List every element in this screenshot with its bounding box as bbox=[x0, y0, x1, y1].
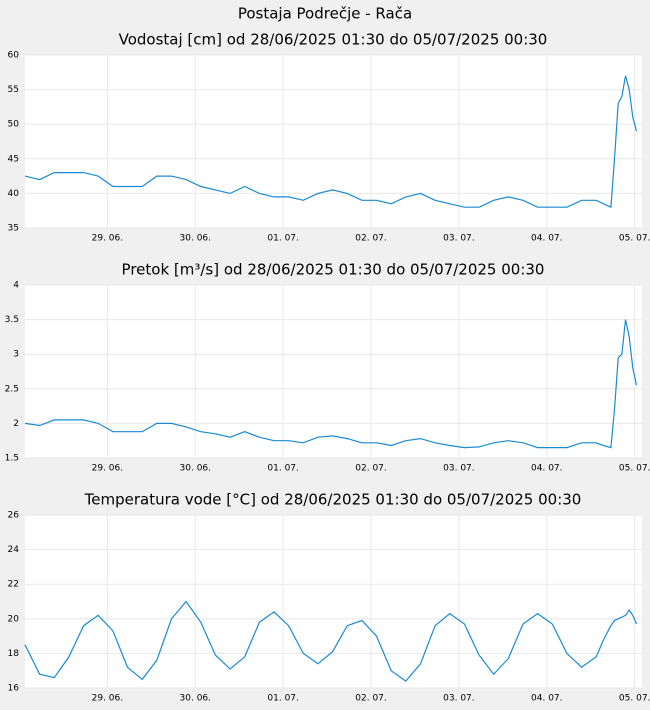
y-tick-label: 3 bbox=[13, 350, 19, 360]
x-tick-label: 03. 07. bbox=[443, 694, 475, 704]
y-tick-label: 45 bbox=[8, 154, 19, 164]
data-line bbox=[24, 319, 638, 449]
chart-title: Temperatura vode [°C] od 28/06/2025 01:3… bbox=[84, 491, 582, 509]
x-tick-label: 01. 07. bbox=[267, 464, 299, 474]
y-tick-label: 2.5 bbox=[5, 384, 19, 394]
x-tick-label: 04. 07. bbox=[531, 234, 563, 244]
y-tick-label: 20 bbox=[8, 614, 20, 624]
data-line bbox=[24, 75, 638, 209]
x-tick-label: 04. 07. bbox=[531, 464, 563, 474]
y-tick-label: 55 bbox=[8, 85, 19, 95]
x-tick-label: 30. 06. bbox=[180, 234, 212, 244]
y-tick-label: 1.5 bbox=[5, 454, 19, 464]
x-tick-label: 02. 07. bbox=[355, 234, 387, 244]
y-tick-label: 16 bbox=[8, 684, 20, 694]
x-tick-label: 03. 07. bbox=[443, 234, 475, 244]
y-tick-label: 50 bbox=[8, 120, 20, 130]
y-tick-label: 4 bbox=[13, 281, 19, 291]
x-tick-label: 29. 06. bbox=[92, 694, 124, 704]
x-tick-label: 29. 06. bbox=[92, 464, 124, 474]
plot-area bbox=[25, 515, 642, 688]
x-tick-label: 02. 07. bbox=[355, 464, 387, 474]
plot-area bbox=[25, 55, 642, 228]
y-tick-label: 2 bbox=[13, 419, 19, 429]
y-tick-label: 26 bbox=[8, 511, 20, 521]
x-tick-label: 30. 06. bbox=[180, 694, 212, 704]
y-tick-label: 18 bbox=[8, 649, 20, 659]
x-tick-label: 05. 07. bbox=[619, 464, 650, 474]
x-tick-label: 30. 06. bbox=[180, 464, 212, 474]
x-tick-label: 05. 07. bbox=[619, 234, 650, 244]
y-tick-label: 60 bbox=[8, 51, 20, 61]
page-title: Postaja Podrečje - Rača bbox=[238, 5, 412, 23]
y-tick-label: 22 bbox=[8, 580, 19, 590]
x-tick-label: 01. 07. bbox=[267, 694, 299, 704]
x-tick-label: 05. 07. bbox=[619, 694, 650, 704]
chart-title: Vodostaj [cm] od 28/06/2025 01:30 do 05/… bbox=[119, 31, 548, 49]
y-tick-label: 3.5 bbox=[5, 315, 19, 325]
plot-area bbox=[25, 285, 642, 458]
chart-title: Pretok [m³/s] od 28/06/2025 01:30 do 05/… bbox=[122, 261, 545, 279]
x-tick-label: 04. 07. bbox=[531, 694, 563, 704]
y-tick-label: 40 bbox=[8, 189, 20, 199]
data-line bbox=[24, 600, 638, 682]
x-tick-label: 02. 07. bbox=[355, 694, 387, 704]
x-tick-label: 29. 06. bbox=[92, 234, 124, 244]
y-tick-label: 24 bbox=[8, 545, 20, 555]
x-tick-label: 03. 07. bbox=[443, 464, 475, 474]
y-tick-label: 35 bbox=[8, 224, 19, 234]
x-tick-label: 01. 07. bbox=[267, 234, 299, 244]
